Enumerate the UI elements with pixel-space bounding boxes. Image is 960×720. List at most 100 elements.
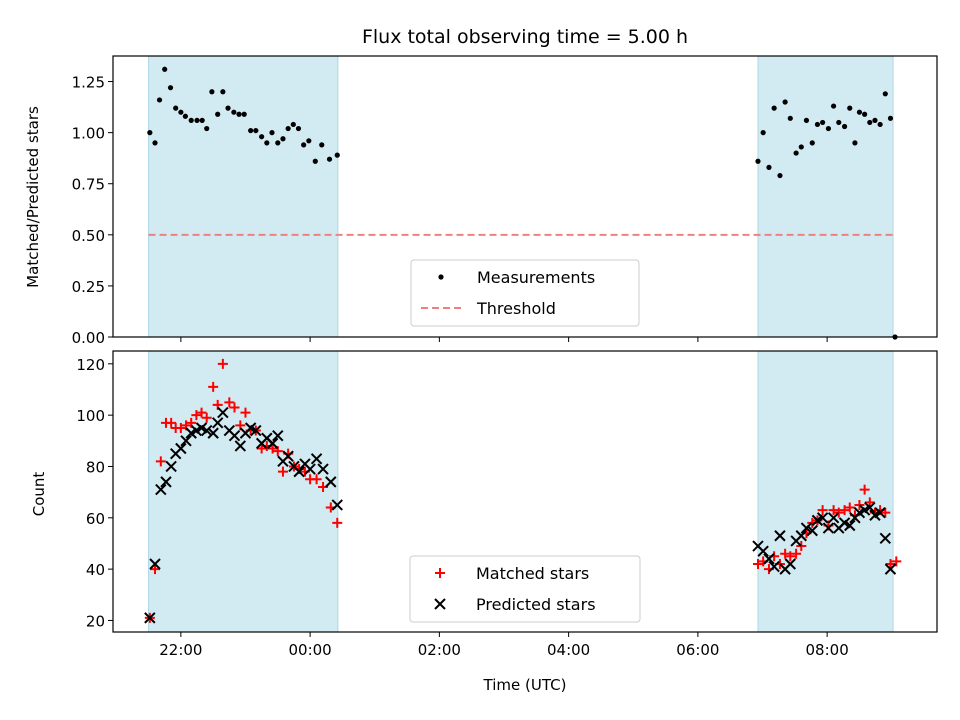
measurement-point-56 — [867, 119, 873, 126]
measurement-point-3 — [162, 66, 168, 72]
measurement-point-38 — [771, 105, 777, 111]
y-tick-label-3: 0.75 — [72, 176, 105, 194]
measurement-point-1 — [152, 140, 158, 146]
measurement-point-24 — [275, 140, 281, 146]
matched-point-40 — [780, 548, 791, 559]
bottom-tick-layer: 20 40 60 80 100 120 22:00 00:00 02:00 04:00 06:00 0… — [76, 350, 938, 659]
y-tick-label-5: 1.25 — [72, 74, 105, 92]
predicted-point-6 — [175, 442, 187, 455]
measurement-point-40 — [782, 99, 788, 105]
measurement-point-12 — [209, 89, 215, 95]
matched-point-41 — [785, 551, 796, 562]
measurement-point-34 — [334, 152, 340, 158]
matched-point-1 — [150, 564, 161, 575]
measurement-point-52 — [847, 105, 853, 111]
measurement-point-32 — [319, 142, 325, 148]
top-y-axis-label: Matched/Predicted stars — [24, 106, 42, 288]
bottom-y-axis-label: Count — [30, 472, 48, 517]
measurement-point-20 — [253, 127, 259, 134]
predicted-point-48 — [822, 522, 835, 534]
legend-box — [410, 259, 640, 327]
predicted-point-3 — [160, 476, 172, 488]
predicted-point-52 — [844, 519, 856, 532]
predicted-point-49 — [827, 512, 840, 524]
measurement-point-9 — [194, 117, 200, 123]
matched-point-14 — [217, 358, 228, 369]
measurement-point-39 — [777, 172, 783, 179]
top-tick-layer: 0.00 0.25 0.50 0.75 1.00 1.25 — [72, 55, 938, 347]
matched-point-51 — [839, 505, 850, 516]
bottom-panel: 20 40 60 80 100 120 22:00 00:00 02:00 04:00 06:00 0… — [30, 350, 938, 694]
figure-title: Flux total observing time = 5.00 h — [362, 26, 688, 48]
matched-point-23 — [267, 443, 278, 454]
measurement-point-57 — [872, 117, 878, 123]
matched-point-18 — [240, 407, 251, 418]
top-series-layer — [147, 66, 898, 340]
shaded-interval-1 — [757, 55, 894, 338]
predicted-point-58 — [874, 506, 886, 519]
predicted-point-17 — [234, 440, 247, 452]
matched-point-31 — [311, 474, 322, 485]
y-tick-label-1: 0.25 — [72, 278, 105, 296]
x-tick-label-5: 08:00 — [806, 641, 849, 659]
matched-point-11 — [201, 412, 212, 423]
measurement-point-44 — [803, 117, 810, 123]
predicted-point-4 — [165, 460, 177, 473]
predicted-point-26 — [282, 450, 294, 462]
legend-marker-matched — [435, 568, 445, 578]
measurement-point-28 — [295, 125, 302, 132]
matched-point-4 — [166, 417, 177, 428]
predicted-point-7 — [180, 435, 192, 447]
measurement-point-31 — [312, 158, 318, 164]
measurement-point-15 — [225, 105, 231, 111]
measurement-point-13 — [215, 111, 221, 117]
measurement-point-21 — [259, 134, 265, 140]
measurement-point-58 — [877, 121, 883, 128]
measurement-point-30 — [306, 138, 312, 144]
y-tick-label-5: 120 — [76, 356, 105, 374]
matched-point-25 — [277, 466, 288, 477]
measurement-point-14 — [220, 89, 226, 95]
matched-point-54 — [854, 499, 865, 510]
measurement-point-33 — [326, 156, 333, 162]
legend-marker-measurements — [438, 274, 444, 280]
measurement-point-10 — [199, 117, 205, 123]
matched-point-61 — [891, 556, 902, 567]
measurement-point-23 — [269, 130, 275, 136]
top-legend: Measurements Threshold — [410, 259, 640, 327]
measurement-point-2 — [156, 97, 163, 103]
matched-point-49 — [828, 505, 839, 516]
predicted-point-12 — [207, 427, 219, 439]
predicted-point-37 — [763, 553, 775, 565]
matched-point-21 — [256, 443, 267, 454]
measurement-point-5 — [173, 105, 179, 111]
matched-point-10 — [196, 407, 207, 418]
legend-label-0: Measurements — [477, 268, 595, 287]
measurement-point-6 — [178, 109, 184, 115]
legend-box — [409, 555, 641, 623]
predicted-point-30 — [304, 463, 316, 475]
shaded-interval-1 — [757, 350, 894, 633]
measurement-point-27 — [290, 121, 296, 128]
legend-label-1: Threshold — [476, 299, 556, 318]
matched-point-15 — [224, 397, 235, 408]
bottom-shade-layer — [148, 350, 894, 633]
predicted-point-32 — [317, 463, 329, 475]
predicted-point-2 — [155, 483, 167, 496]
y-tick-label-1: 40 — [86, 561, 105, 579]
measurement-point-60 — [887, 115, 894, 121]
measurement-point-37 — [766, 164, 772, 170]
x-tick-label-3: 04:00 — [547, 641, 590, 659]
predicted-point-13 — [211, 417, 224, 429]
measurement-point-55 — [862, 111, 868, 117]
measurement-point-18 — [241, 111, 247, 117]
predicted-point-60 — [884, 563, 897, 575]
axes-frame — [112, 350, 938, 633]
matched-point-43 — [796, 541, 807, 552]
predicted-point-45 — [806, 524, 818, 537]
y-tick-label-4: 1.00 — [72, 125, 105, 143]
measurement-point-45 — [809, 140, 815, 146]
predicted-point-43 — [795, 530, 807, 542]
measurement-point-42 — [793, 150, 799, 156]
measurement-point-48 — [825, 125, 832, 132]
